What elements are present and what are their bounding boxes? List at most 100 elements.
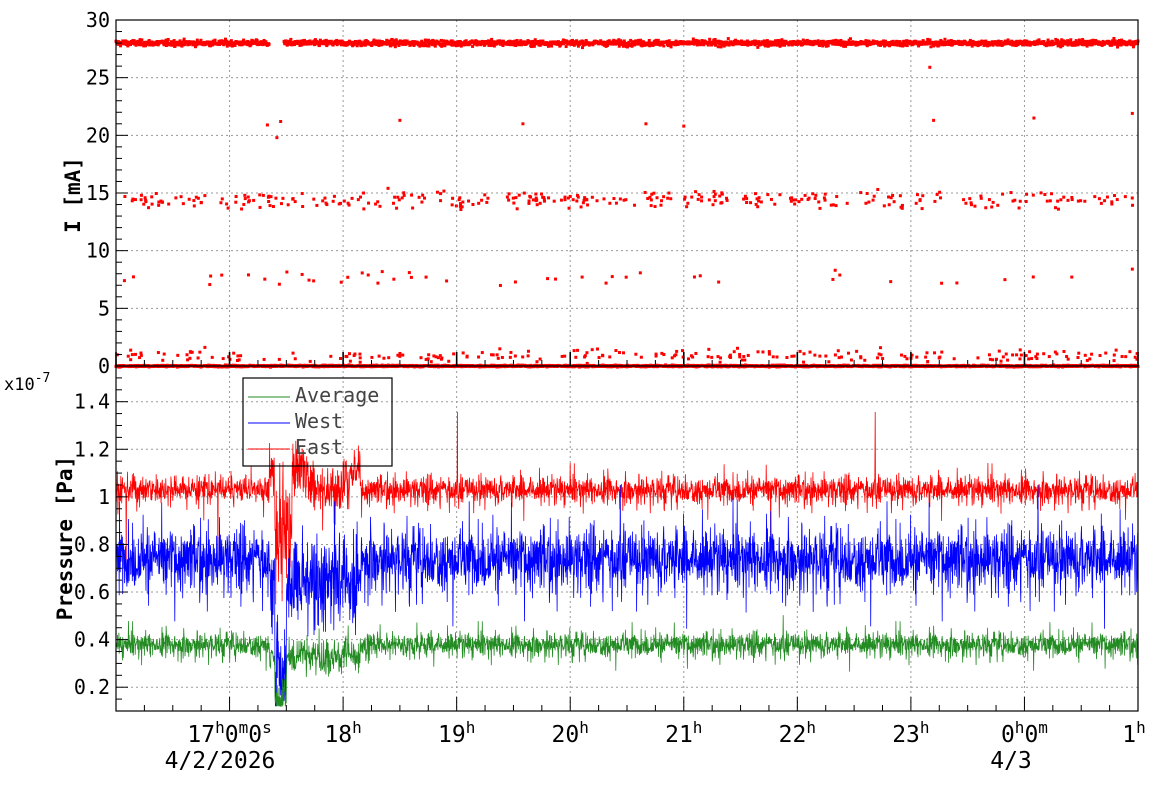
current-point xyxy=(662,44,665,47)
current-point xyxy=(608,355,611,358)
current-point xyxy=(560,199,563,202)
current-point xyxy=(807,198,810,201)
current-point xyxy=(980,197,983,200)
current-point xyxy=(586,362,589,365)
current-point xyxy=(234,201,237,204)
current-point xyxy=(325,203,328,206)
current-point xyxy=(427,353,430,356)
current-point xyxy=(315,204,318,207)
current-point xyxy=(174,196,177,199)
current-point xyxy=(1113,359,1116,362)
current-point xyxy=(227,207,230,210)
current-point xyxy=(933,200,936,203)
current-point xyxy=(813,354,816,357)
current-point xyxy=(650,198,653,201)
current-point xyxy=(1059,198,1062,201)
current-point xyxy=(1090,353,1093,356)
current-point xyxy=(1015,353,1018,356)
current-point xyxy=(281,197,284,200)
current-point xyxy=(633,204,636,207)
current-point xyxy=(1040,191,1043,194)
current-point xyxy=(794,198,797,201)
current-point xyxy=(167,38,170,41)
current-point xyxy=(477,356,480,359)
current-point xyxy=(838,356,841,359)
current-point xyxy=(1083,200,1086,203)
current-point xyxy=(528,199,531,202)
current-point xyxy=(1046,200,1049,203)
current-point xyxy=(161,359,164,362)
current-point xyxy=(323,197,326,200)
current-point xyxy=(532,198,535,201)
current-point xyxy=(962,198,965,201)
current-point xyxy=(1069,38,1072,41)
current-point xyxy=(785,356,788,359)
current-point xyxy=(654,205,657,208)
current-point xyxy=(867,201,870,204)
current-point xyxy=(866,44,869,47)
current-point xyxy=(529,196,532,199)
current-point xyxy=(754,192,757,195)
current-point xyxy=(800,198,803,201)
current-point xyxy=(964,202,967,205)
current-point xyxy=(859,191,862,194)
current-point xyxy=(1103,199,1106,202)
current-point xyxy=(378,355,381,358)
current-point xyxy=(1124,195,1127,198)
current-point xyxy=(883,204,886,207)
current-point xyxy=(988,353,991,356)
current-point xyxy=(591,348,594,351)
current-point xyxy=(274,197,277,200)
current-point xyxy=(1110,200,1113,203)
current-point xyxy=(847,352,850,355)
current-point xyxy=(700,196,703,199)
current-point xyxy=(151,203,154,206)
current-point xyxy=(393,196,396,199)
current-point xyxy=(984,206,987,209)
current-point xyxy=(1000,360,1003,363)
current-point xyxy=(514,196,517,199)
current-point xyxy=(990,205,993,208)
current-point xyxy=(717,45,720,48)
current-point xyxy=(240,207,243,210)
current-point xyxy=(1076,356,1079,359)
current-point xyxy=(289,38,292,41)
current-point xyxy=(182,202,185,205)
current-point xyxy=(395,207,398,210)
current-point xyxy=(140,38,143,41)
current-point xyxy=(343,200,346,203)
current-point xyxy=(225,202,228,205)
current-point xyxy=(333,195,336,198)
current-point xyxy=(321,199,324,202)
current-point xyxy=(1043,193,1046,196)
current-point xyxy=(586,203,589,206)
current-point xyxy=(1019,200,1022,203)
current-point xyxy=(301,192,304,195)
current-point xyxy=(577,196,580,199)
current-point xyxy=(1065,355,1068,358)
current-point xyxy=(727,37,730,40)
current-point xyxy=(483,193,486,196)
current-point xyxy=(745,197,748,200)
current-point xyxy=(536,203,539,206)
current-point xyxy=(835,195,838,198)
current-point xyxy=(518,194,521,197)
current-point xyxy=(527,350,530,353)
current-point xyxy=(553,200,556,203)
current-point xyxy=(539,358,542,361)
current-point xyxy=(713,195,716,198)
current-point xyxy=(547,196,550,199)
current-point xyxy=(1032,194,1035,197)
current-point xyxy=(742,198,745,201)
current-point xyxy=(925,351,928,354)
current-point xyxy=(618,351,621,354)
current-point xyxy=(214,39,217,42)
current-point xyxy=(953,357,956,360)
current-point xyxy=(509,356,512,359)
current-point xyxy=(1088,357,1091,360)
current-point xyxy=(507,199,510,202)
current-point xyxy=(278,358,281,361)
current-point xyxy=(899,194,902,197)
